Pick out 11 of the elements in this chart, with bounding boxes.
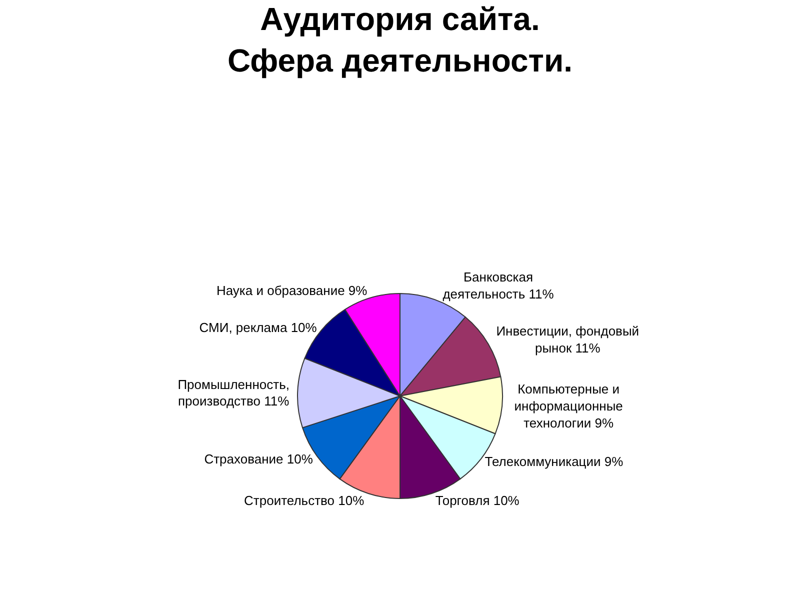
slice-label: СМИ, реклама 10% [199, 320, 318, 336]
slice-label: Страхование 10% [204, 451, 314, 466]
chart-title: Аудитория сайта. Сфера деятельности. [227, 1, 573, 79]
slice-label: Наука и образование 9% [216, 283, 368, 298]
slice-label: Промышленность, производство 11% [178, 376, 290, 409]
slice-label: Инвестиции, фондовый рынок 11% [496, 324, 640, 356]
slice-label: Компьютерные и информационные технологии 9% [514, 381, 623, 430]
slice-label: Телекоммуникации 9% [484, 454, 624, 470]
slice-label: Строительство 10% [244, 492, 365, 508]
slice-label: Торговля 10% [435, 492, 520, 508]
slice-label: Банковская деятельность 11% [442, 269, 554, 302]
